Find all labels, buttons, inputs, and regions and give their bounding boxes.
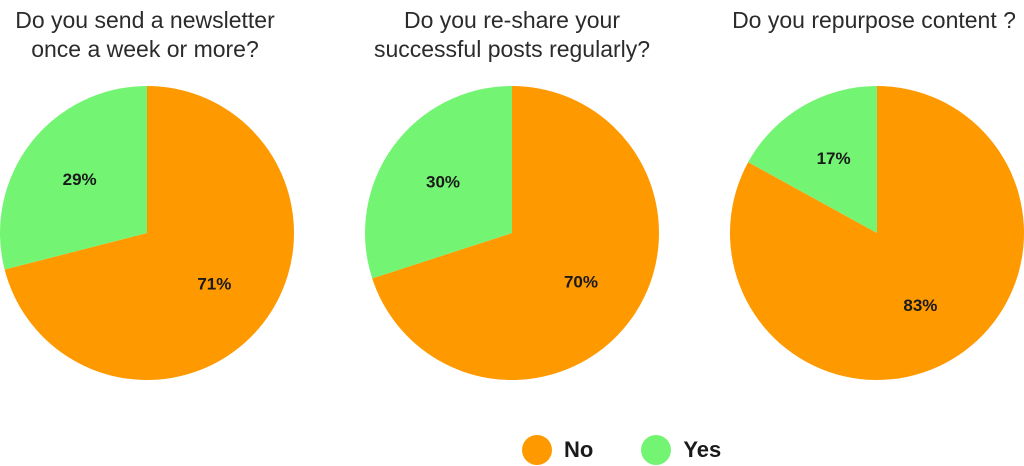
legend-label-no: No	[564, 437, 594, 462]
legend-item-yes: Yes	[641, 435, 721, 465]
slice-label-newsletter-yes: 29%	[63, 170, 97, 189]
slice-label-repurpose-no: 83%	[903, 296, 937, 315]
chart-title-repurpose: Do you repurpose content ?	[732, 7, 1016, 33]
legend-label-yes: Yes	[683, 437, 722, 462]
chart-title-reshare: Do you re-share your successful posts re…	[373, 7, 651, 62]
slice-label-repurpose-yes: 17%	[817, 149, 851, 168]
pie-slice-reshare-no	[372, 86, 660, 380]
legend-item-no: No	[522, 435, 593, 465]
pie-slice-newsletter-yes	[0, 86, 148, 270]
slice-label-reshare-no: 70%	[564, 273, 598, 292]
legend-swatch-no	[522, 435, 552, 465]
pie-slice-newsletter-no	[4, 86, 294, 381]
pie-slice-reshare-yes	[364, 85, 512, 279]
chart-title-newsletter: Do you send a newsletter once a week or …	[15, 7, 275, 62]
legend: No Yes	[522, 434, 769, 466]
slice-label-reshare-yes: 30%	[426, 172, 460, 191]
legend-swatch-yes	[641, 435, 672, 465]
pie-slice-repurpose-yes	[748, 86, 877, 233]
slice-label-newsletter-no: 71%	[197, 275, 231, 294]
